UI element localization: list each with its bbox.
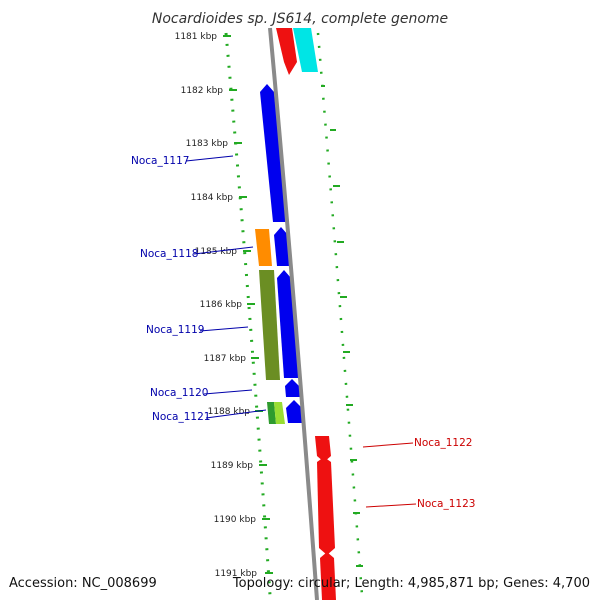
upstream-red-feature[interactable] bbox=[276, 28, 297, 75]
tick-label: 1185 kbp bbox=[195, 247, 238, 257]
gene-label-noca-1120[interactable]: Noca_1120 bbox=[150, 387, 208, 399]
tick-label: 1186 kbp bbox=[200, 300, 243, 310]
gene-noca-1121[interactable] bbox=[286, 400, 303, 423]
downstream-red-feature[interactable] bbox=[320, 552, 336, 600]
map-title: Nocardioides sp. JS614, complete genome bbox=[152, 11, 448, 27]
gene-label-noca-1119[interactable]: Noca_1119 bbox=[146, 324, 204, 336]
genome-backbone bbox=[268, 27, 319, 600]
light-green-feature[interactable] bbox=[274, 402, 285, 424]
tick-label: 1181 kbp bbox=[175, 32, 218, 42]
gene-label-noca-1121[interactable]: Noca_1121 bbox=[152, 411, 210, 423]
tick-label: 1190 kbp bbox=[214, 515, 257, 525]
gene-noca-1120[interactable] bbox=[285, 379, 300, 397]
gene-label-noca-1118[interactable]: Noca_1118 bbox=[140, 248, 198, 260]
tick-label: 1191 kbp bbox=[215, 569, 258, 579]
tick-label: 1183 kbp bbox=[186, 139, 229, 149]
tick-label: 1182 kbp bbox=[181, 86, 224, 96]
tick-label: 1184 kbp bbox=[191, 193, 234, 203]
gene-label-noca-1117[interactable]: Noca_1117 bbox=[131, 155, 189, 167]
orange-feature[interactable] bbox=[255, 229, 272, 266]
tick-labels: 1181 kbp 1182 kbp 1183 kbp 1184 kbp 1185… bbox=[175, 32, 258, 579]
upstream-cyan-feature[interactable] bbox=[293, 28, 318, 72]
gene-label-noca-1122[interactable]: Noca_1122 bbox=[414, 437, 472, 449]
outer-ring-markers bbox=[321, 85, 363, 567]
gene-label-noca-1123[interactable]: Noca_1123 bbox=[417, 498, 475, 510]
gene-labels: Noca_1117 Noca_1118 Noca_1119 Noca_1120 … bbox=[131, 155, 475, 510]
gene-noca-1117[interactable] bbox=[260, 84, 287, 222]
green-feature[interactable] bbox=[267, 402, 276, 424]
tick-label: 1189 kbp bbox=[211, 461, 254, 471]
tick-label: 1187 kbp bbox=[204, 354, 247, 364]
tick-label: 1188 kbp bbox=[208, 407, 251, 417]
accession-text: Accession: NC_008699 bbox=[9, 576, 157, 591]
olive-feature[interactable] bbox=[259, 270, 280, 380]
genome-summary-text: Topology: circular; Length: 4,985,871 bp… bbox=[232, 576, 590, 591]
label-leader-lines bbox=[185, 155, 417, 508]
gene-noca-1119[interactable] bbox=[277, 270, 299, 378]
gene-noca-1122[interactable] bbox=[315, 436, 331, 462]
gene-noca-1123[interactable] bbox=[317, 457, 335, 555]
